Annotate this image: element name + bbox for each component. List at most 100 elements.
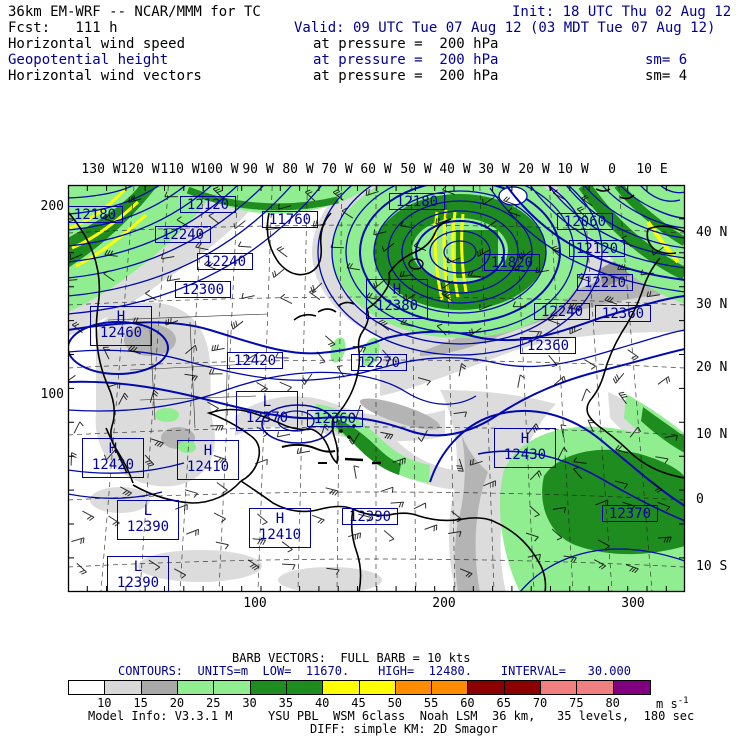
pressure-center-marker: L bbox=[262, 394, 272, 410]
colorbar-segment-12 bbox=[504, 681, 542, 694]
contour-label-12270: 12270 bbox=[351, 354, 407, 371]
extremum-label-L-12370: L 12370 bbox=[236, 391, 298, 431]
height-value: 12430 bbox=[503, 447, 547, 463]
right-axis-label: 30 N bbox=[696, 297, 728, 312]
top-axis-label: 30 W bbox=[478, 162, 510, 177]
contour-label-12420: 12420 bbox=[227, 352, 283, 369]
header-run-6: Geopotential height bbox=[8, 52, 169, 68]
colorbar-tick-label: 20 bbox=[169, 696, 185, 710]
height-value: 11820 bbox=[490, 255, 534, 271]
colorbar-tick-label: 65 bbox=[496, 696, 511, 710]
footer-run-0: Model Info: V3.3.1 M bbox=[88, 709, 233, 723]
top-axis-label: 120 W bbox=[120, 162, 160, 177]
footer-run-2: DIFF: simple KM: 2D Smagor bbox=[310, 722, 498, 736]
units-exponent: -1 bbox=[677, 696, 689, 706]
contours-stats-line: CONTOURS: UNITS=m LOW= 11670. HIGH= 1248… bbox=[118, 664, 631, 678]
contour-label-12120: 12120 bbox=[569, 240, 625, 257]
height-value: 12360 bbox=[526, 338, 570, 354]
pressure-center-marker: L bbox=[143, 503, 153, 519]
pressure-center-marker: H bbox=[203, 443, 213, 459]
contour-label-12360: 12360 bbox=[595, 305, 651, 322]
height-value: 12390 bbox=[348, 509, 392, 525]
height-value: 12460 bbox=[99, 325, 143, 341]
pressure-center-marker: H bbox=[392, 282, 402, 298]
top-axis-label: 40 W bbox=[439, 162, 471, 177]
contour-label-12240: 12240 bbox=[197, 253, 253, 270]
barb-vectors-line: BARB VECTORS: FULL BARB = 10 kts bbox=[232, 651, 471, 665]
height-value: 12370 bbox=[608, 506, 652, 522]
colorbar-units-label: m s-1 bbox=[656, 696, 689, 711]
wind-speed-colorbar bbox=[68, 680, 651, 695]
colorbar-segment-3 bbox=[177, 681, 215, 694]
contour-label-12390: 12390 bbox=[342, 508, 398, 525]
top-axis-label: 10 E bbox=[636, 162, 668, 177]
extremum-label-H-12430: H 12430 bbox=[494, 428, 556, 468]
right-axis-label: 0 bbox=[696, 492, 704, 507]
right-axis-label: 10 N bbox=[696, 427, 728, 442]
top-axis-label: 50 W bbox=[400, 162, 432, 177]
colorbar-segment-2 bbox=[141, 681, 178, 694]
top-axis-label: 10 W bbox=[557, 162, 589, 177]
contour-label-12300: 12300 bbox=[175, 281, 231, 298]
colorbar-tick-label: 30 bbox=[242, 696, 257, 710]
wind-barbs bbox=[68, 185, 678, 579]
header-run-7: at pressure = 200 hPa bbox=[313, 52, 499, 68]
colorbar-segment-5 bbox=[250, 681, 287, 694]
colorbar-segment-11 bbox=[468, 681, 505, 694]
height-value: 12180 bbox=[73, 207, 117, 223]
pressure-center-marker: H bbox=[520, 431, 530, 447]
top-axis-label: 130 W bbox=[81, 162, 121, 177]
header-run-10: at pressure = 200 hPa bbox=[313, 68, 499, 84]
colorbar-segment-9 bbox=[395, 681, 433, 694]
top-axis-label: 80 W bbox=[282, 162, 314, 177]
height-value: 11760 bbox=[268, 212, 312, 228]
header-run-0: 36km EM-WRF -- NCAR/MMM for TC bbox=[8, 4, 261, 20]
colorbar-segment-10 bbox=[432, 681, 469, 694]
contour-label-11760: 11760 bbox=[262, 211, 318, 228]
graticule bbox=[68, 185, 685, 592]
header-run-8: sm= 6 bbox=[645, 52, 688, 68]
colorbar-tick-label: 60 bbox=[460, 696, 475, 710]
colorbar-segment-0 bbox=[69, 681, 106, 694]
contour-labels-layer: 12180 12120 11760 12240 12240 12300 12180 11820… bbox=[68, 185, 685, 592]
pressure-center-marker: L bbox=[133, 559, 143, 575]
height-value: 12420 bbox=[233, 353, 277, 369]
top-axis-label: 110 W bbox=[160, 162, 200, 177]
colorbar-segment-14 bbox=[577, 681, 614, 694]
bottom-axis-label: 300 bbox=[621, 596, 645, 611]
colorbar-segment-7 bbox=[323, 681, 360, 694]
height-value: 12270 bbox=[357, 355, 401, 371]
height-value: 12240 bbox=[203, 254, 247, 270]
colorbar-tick-label: 80 bbox=[605, 696, 620, 710]
header-run-4: Horizontal wind speed bbox=[8, 36, 186, 52]
height-value: 12120 bbox=[575, 241, 619, 257]
wind-speed-shading-green bbox=[68, 185, 685, 592]
contour-label-12060: 12060 bbox=[557, 213, 613, 230]
contour-label-12210: 12210 bbox=[577, 274, 633, 291]
height-value: 12360 bbox=[313, 411, 357, 427]
height-value: 12060 bbox=[563, 214, 607, 230]
contour-label-12180: 12180 bbox=[68, 206, 123, 223]
top-axis-label: 60 W bbox=[360, 162, 392, 177]
height-contours bbox=[68, 185, 685, 592]
header-run-3: Valid: 09 UTC Tue 07 Aug 12 (03 MDT Tue … bbox=[294, 20, 716, 36]
left-axis-label: 100 bbox=[40, 387, 64, 402]
extremum-label-H-12380: H 12380 bbox=[366, 279, 428, 319]
contour-label-12360: 12360 bbox=[307, 410, 363, 427]
contour-label-12120: 12120 bbox=[180, 196, 236, 213]
colorbar-segment-13 bbox=[541, 681, 578, 694]
colorbar-tick-label: 10 bbox=[97, 696, 112, 710]
right-axis-label: 40 N bbox=[696, 225, 728, 240]
height-value: 12410 bbox=[186, 459, 230, 475]
pressure-center-marker: H bbox=[275, 511, 285, 527]
colorbar-tick-label: 25 bbox=[206, 696, 221, 710]
colorbar-tick-label: 40 bbox=[314, 696, 330, 710]
pressure-center-marker: H bbox=[116, 309, 126, 325]
colorbar-tick-label: 15 bbox=[133, 696, 148, 710]
colorbar-segment-15 bbox=[613, 681, 650, 694]
top-axis-label: 90 W bbox=[242, 162, 274, 177]
height-value: 12120 bbox=[186, 197, 230, 213]
header-run-2: Fcst: 111 h bbox=[8, 20, 118, 36]
height-value: 12210 bbox=[583, 275, 627, 291]
colorbar-segment-8 bbox=[359, 681, 396, 694]
